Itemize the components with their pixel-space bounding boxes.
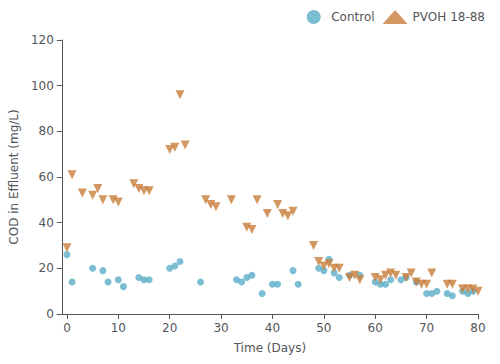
- svg-text:80: 80: [39, 124, 54, 138]
- svg-text:30: 30: [213, 321, 228, 335]
- svg-text:80: 80: [470, 321, 485, 335]
- svg-text:60: 60: [39, 170, 54, 184]
- svg-text:10: 10: [111, 321, 126, 335]
- svg-text:PVOH 18-88: PVOH 18-88: [413, 10, 485, 24]
- svg-text:100: 100: [31, 79, 54, 93]
- svg-text:50: 50: [316, 321, 331, 335]
- svg-text:20: 20: [39, 261, 54, 275]
- svg-text:COD in Effluent (mg/L): COD in Effluent (mg/L): [7, 109, 21, 244]
- svg-text:70: 70: [419, 321, 434, 335]
- svg-text:Control: Control: [331, 10, 374, 24]
- svg-text:0: 0: [46, 307, 54, 321]
- svg-text:20: 20: [162, 321, 177, 335]
- svg-text:40: 40: [39, 216, 54, 230]
- svg-text:120: 120: [31, 33, 54, 47]
- svg-text:Time (Days): Time (Days): [233, 341, 307, 355]
- svg-text:40: 40: [265, 321, 280, 335]
- svg-text:60: 60: [368, 321, 383, 335]
- svg-text:0: 0: [63, 321, 71, 335]
